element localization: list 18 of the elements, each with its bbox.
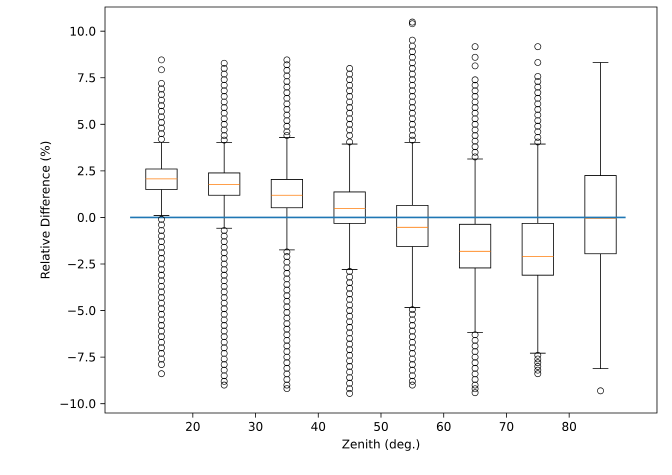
y-tick-label: 0.0 [78, 212, 96, 222]
y-tick-label: 2.5 [78, 166, 96, 176]
y-tick-label: −10.0 [60, 399, 96, 408]
y-tick-label: 7.5 [78, 73, 96, 82]
y-tick-label: 5.0 [78, 120, 96, 129]
x-tick-label: 50 [374, 422, 388, 431]
x-axis-title: Zenith (deg.) [342, 439, 420, 451]
y-tick-label: −2.5 [68, 259, 96, 269]
x-tick-label: 20 [186, 422, 200, 431]
x-tick-label: 30 [248, 422, 262, 431]
y-tick-label: −7.5 [68, 352, 96, 362]
x-tick-label: 80 [562, 422, 576, 431]
x-tick-label: 40 [311, 422, 326, 431]
y-tick-label: −5.0 [68, 306, 96, 316]
y-axis-title: Relative Difference (%) [40, 142, 52, 278]
y-tick-label: 10.0 [70, 26, 96, 36]
x-tick-label: 60 [436, 422, 451, 431]
x-tick-label: 70 [500, 422, 514, 431]
